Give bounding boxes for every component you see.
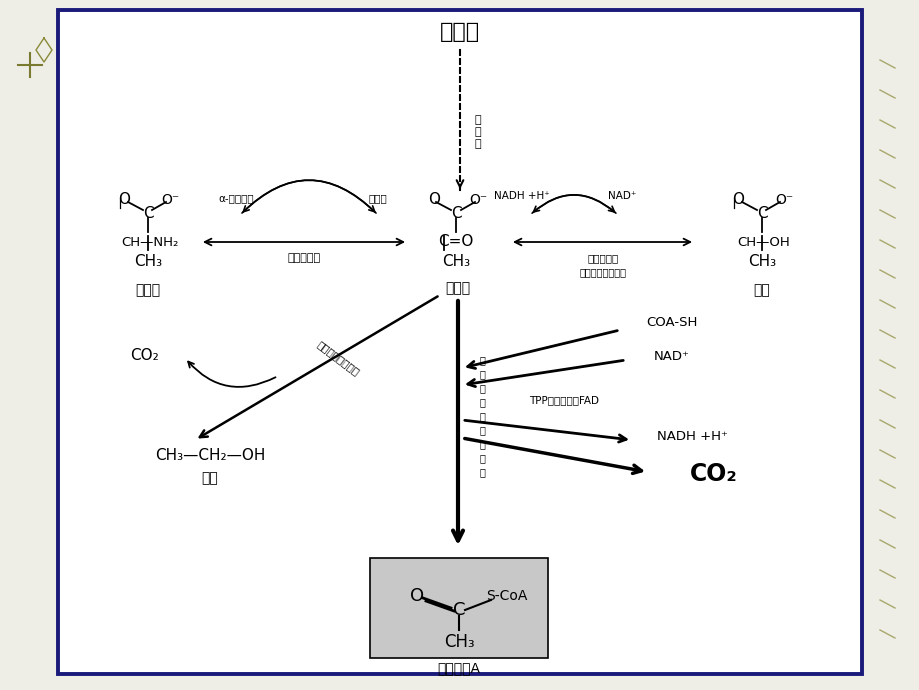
Text: 酮: 酮 [480,369,485,379]
Text: CO₂: CO₂ [689,462,737,486]
Text: O⁻: O⁻ [161,193,179,207]
Bar [58,10,861,674]
Text: CH₃: CH₃ [441,255,470,270]
Text: CH₃: CH₃ [134,255,162,270]
Text: C=O: C=O [437,235,473,250]
Text: 酵: 酵 [474,127,482,137]
Text: NAD⁺: NAD⁺ [607,191,636,201]
Text: 氢: 氢 [480,411,485,421]
Text: 解: 解 [474,139,482,149]
Text: NAD⁺: NAD⁺ [653,350,689,362]
Text: CH₃: CH₃ [443,633,474,651]
Text: 乙酰辅酶A: 乙酰辅酶A [437,661,480,675]
Text: C: C [755,206,766,221]
Text: 复: 复 [480,439,485,449]
Text: COA-SH: COA-SH [646,317,697,330]
Text: 糖: 糖 [474,115,482,125]
Text: CH₃: CH₃ [747,255,776,270]
Text: 谷丙转氨酶: 谷丙转氨酶 [287,253,320,263]
Text: 体: 体 [480,467,485,477]
Text: α-酮戊二酸: α-酮戊二酸 [218,193,254,203]
Text: 酸: 酸 [480,383,485,393]
Text: 合: 合 [480,453,485,463]
Text: O: O [427,193,439,208]
Text: CH—NH₂: CH—NH₂ [121,235,178,248]
Text: O: O [732,193,743,208]
Text: 谷氨酸: 谷氨酸 [369,193,387,203]
Text: C: C [450,206,460,221]
Text: 酶: 酶 [480,425,485,435]
Text: O⁻: O⁻ [774,193,792,207]
Text: 乳酸: 乳酸 [753,283,769,297]
Text: 丙酮酸: 丙酮酸 [445,281,470,295]
Text: 乙醇: 乙醇 [201,471,218,485]
Text: O: O [410,587,424,605]
Text: CH₃—CH₂—OH: CH₃—CH₂—OH [154,448,265,462]
Text: NADH +H⁺: NADH +H⁺ [656,431,727,444]
Text: CH—OH: CH—OH [737,235,789,248]
Text: （动物、乳酸菌）: （动物、乳酸菌） [579,267,626,277]
Text: C: C [142,206,153,221]
Text: O⁻: O⁻ [469,193,486,207]
Text: CO₂: CO₂ [130,348,159,364]
Text: 丙: 丙 [480,355,485,365]
Text: S-CoA: S-CoA [486,589,528,603]
Text: 丙氨酸: 丙氨酸 [135,283,161,297]
Bar [369,558,548,658]
Text: O: O [118,193,130,208]
Text: 脱: 脱 [480,397,485,407]
Text: C: C [452,601,465,619]
Text: TPP、硫辛酸、FAD: TPP、硫辛酸、FAD [528,395,598,405]
Text: 乳酸脱氢酶: 乳酸脱氢酶 [586,253,618,263]
Text: 葡萄糖: 葡萄糖 [439,22,480,42]
Text: NADH +H⁺: NADH +H⁺ [494,191,550,201]
Text: （植物、酵母菌）: （植物、酵母菌） [314,339,360,377]
